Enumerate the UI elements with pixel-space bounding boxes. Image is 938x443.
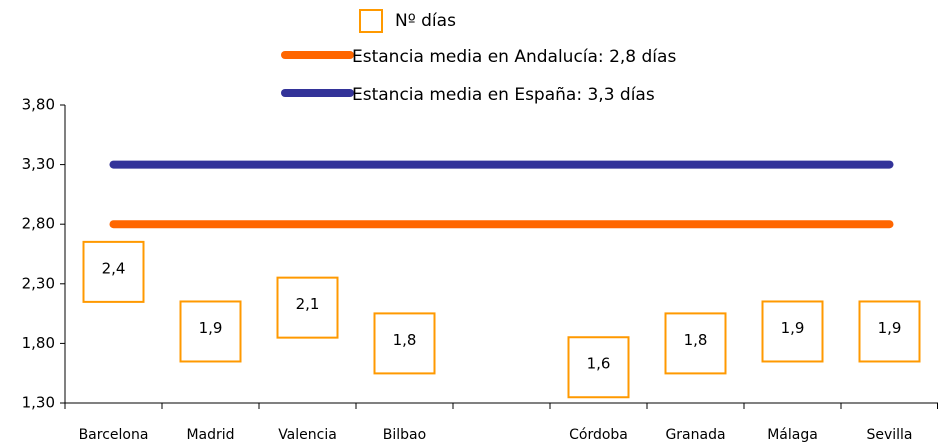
data-marker: [179, 300, 242, 363]
data-label: 1,9: [878, 319, 902, 337]
data-label: 1,6: [587, 355, 611, 373]
y-tick-label: 3,30: [22, 155, 55, 173]
x-tick-label: Granada: [665, 427, 725, 443]
x-tick-label: Bilbao: [383, 427, 426, 443]
x-tick-label: Córdoba: [569, 427, 628, 443]
data-marker: [567, 336, 630, 399]
x-tick-label: Barcelona: [79, 427, 149, 443]
data-marker: [664, 312, 727, 375]
legend-label: Estancia media en Andalucía: 2,8 días: [352, 47, 676, 67]
data-marker: [858, 300, 921, 363]
x-tick-label: Sevilla: [866, 427, 912, 443]
data-label: 1,9: [199, 319, 223, 337]
legend-marker: [359, 9, 383, 33]
y-tick-label: 2,80: [22, 215, 55, 233]
y-tick-label: 1,30: [22, 394, 55, 412]
data-marker: [761, 300, 824, 363]
y-tick-label: 3,80: [22, 96, 55, 114]
x-tick-label: Madrid: [186, 427, 234, 443]
data-label: 2,4: [102, 259, 126, 277]
data-marker: [82, 240, 145, 303]
data-label: 2,1: [296, 295, 320, 313]
y-tick-label: 1,80: [22, 334, 55, 352]
data-marker: [373, 312, 436, 375]
data-label: 1,8: [393, 331, 417, 349]
data-label: 1,9: [781, 319, 805, 337]
data-marker: [276, 276, 339, 339]
data-label: 1,8: [684, 331, 708, 349]
y-tick-label: 2,30: [22, 274, 55, 292]
x-tick-label: Valencia: [278, 427, 337, 443]
legend-label: Nº días: [395, 11, 456, 31]
legend-label: Estancia media en España: 3,3 días: [352, 85, 655, 105]
x-tick-label: Málaga: [767, 427, 818, 443]
